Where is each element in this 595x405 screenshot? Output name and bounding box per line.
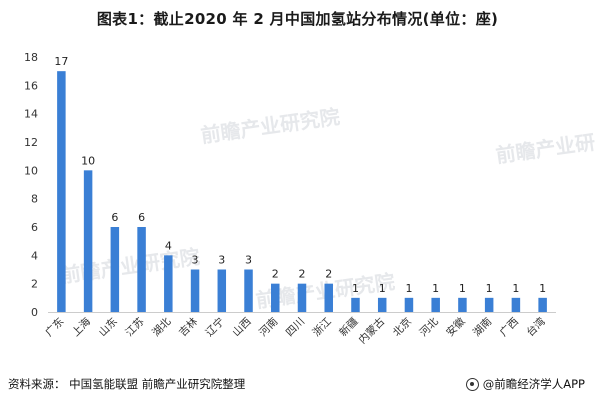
data-label: 1	[512, 282, 519, 295]
data-label: 2	[299, 268, 306, 281]
y-tick-label: 10	[24, 164, 38, 177]
x-tick-label: 湖北	[150, 315, 174, 339]
y-tick-label: 12	[24, 136, 38, 149]
bar	[297, 283, 307, 312]
y-tick-label: 2	[31, 278, 38, 291]
x-tick-label: 浙江	[311, 315, 335, 339]
y-tick-label: 18	[24, 51, 38, 64]
y-tick-label: 8	[31, 193, 38, 206]
x-tick-label: 河南	[256, 315, 280, 339]
brand-text: @前瞻经济学人APP	[482, 377, 585, 391]
x-tick-label: 台湾	[524, 315, 548, 339]
y-tick-label: 4	[31, 249, 38, 262]
y-axis: 0 2 4 6 8 10 12 14 16 18	[24, 51, 38, 319]
brand-credit: @前瞻经济学人APP	[465, 376, 585, 392]
y-tick-label: 16	[24, 79, 38, 92]
data-label: 10	[81, 154, 95, 167]
x-tick-label: 湖南	[470, 315, 494, 339]
data-label: 3	[245, 254, 252, 267]
bar	[190, 269, 200, 312]
data-label: 1	[459, 282, 466, 295]
bar	[164, 255, 173, 312]
bar	[538, 297, 547, 312]
x-tick-label: 安徽	[444, 315, 468, 339]
y-tick-label: 14	[24, 108, 38, 121]
bar	[244, 269, 253, 312]
data-label: 1	[352, 282, 359, 295]
bar	[324, 283, 333, 312]
data-label: 6	[111, 211, 118, 224]
data-label: 1	[379, 282, 386, 295]
x-tick-label: 辽宁	[203, 315, 227, 339]
bar	[351, 297, 360, 312]
bar	[404, 297, 414, 312]
bar	[431, 297, 440, 312]
data-label: 4	[165, 239, 172, 252]
x-tick-label: 江苏	[123, 315, 147, 339]
data-label: 2	[272, 268, 279, 281]
data-label: 3	[218, 254, 225, 267]
x-tick-label: 新疆	[337, 315, 361, 339]
data-label: 1	[405, 282, 412, 295]
x-tick-label: 四川	[284, 316, 307, 339]
data-label: 3	[192, 254, 199, 267]
x-tick-label: 广东	[42, 315, 66, 339]
bar	[217, 269, 227, 312]
bar	[57, 71, 66, 313]
bar	[484, 297, 494, 312]
bar	[511, 297, 521, 312]
bar	[137, 227, 146, 312]
x-tick-label: 河北	[417, 315, 441, 339]
x-tick-label: 山西	[230, 316, 253, 339]
x-tick-label: 上海	[69, 315, 93, 339]
data-label: 1	[486, 282, 493, 295]
x-tick-label: 吉林	[176, 315, 200, 339]
bar-series: 17 10 6 6 4 3 3 3 2 2 2 1 1 1 1 1 1 1 1	[54, 55, 547, 313]
x-tick-label: 山东	[96, 315, 120, 339]
y-tick-label: 0	[31, 306, 38, 319]
x-tick-label: 广西	[498, 316, 521, 339]
bar	[458, 297, 467, 312]
data-label: 6	[138, 211, 145, 224]
bar	[83, 170, 93, 312]
data-label: 17	[54, 55, 68, 68]
data-label: 1	[432, 282, 439, 295]
x-tick-label: 北京	[390, 315, 414, 339]
source-note: 资料来源： 中国氢能联盟 前瞻产业研究院整理	[8, 377, 246, 391]
x-tick-label: 内蒙古	[356, 315, 387, 346]
bar	[377, 297, 387, 312]
y-tick-label: 6	[31, 221, 38, 234]
bar	[110, 227, 120, 312]
chart-title: 图表1：截止2020 年 2 月中国加氢站分布情况(单位：座)	[96, 10, 499, 28]
data-label: 2	[325, 268, 332, 281]
brand-logo-icon	[465, 377, 479, 391]
data-label: 1	[539, 282, 546, 295]
bar	[271, 283, 280, 312]
